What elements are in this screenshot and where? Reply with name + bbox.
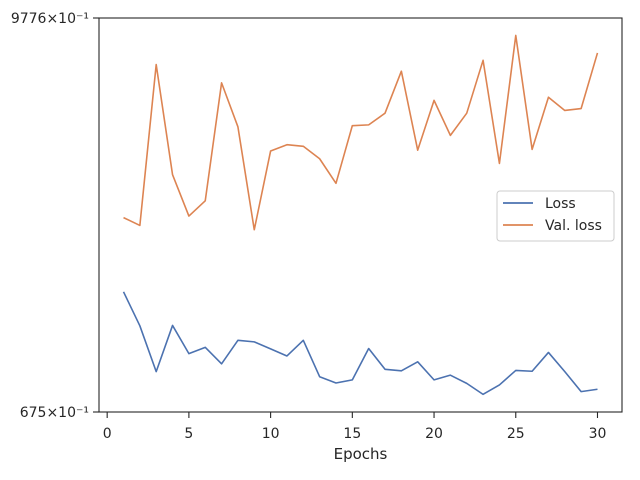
data-point-val-loss — [417, 149, 419, 151]
data-point-loss — [580, 390, 582, 392]
data-point-loss — [237, 339, 239, 341]
series-line-loss — [122, 291, 598, 396]
data-point-val-loss — [139, 224, 141, 226]
data-point-loss — [367, 347, 369, 349]
data-point-val-loss — [466, 112, 468, 114]
data-point-val-loss — [449, 134, 451, 136]
series-line-val-loss — [123, 34, 599, 231]
data-point-loss — [547, 351, 549, 353]
x-tick-label: 20 — [425, 426, 443, 442]
data-point-val-loss — [531, 148, 533, 150]
data-point-loss — [400, 370, 402, 372]
data-point-val-loss — [155, 63, 157, 65]
data-point-val-loss — [171, 174, 173, 176]
data-point-loss — [515, 369, 517, 371]
legend-label-val-loss: Val. loss — [545, 218, 602, 234]
data-point-val-loss — [367, 124, 369, 126]
data-point-val-loss — [400, 70, 402, 72]
data-point-loss — [564, 370, 566, 372]
data-point-loss — [204, 346, 206, 348]
x-tick-label: 5 — [184, 426, 193, 442]
data-point-val-loss — [269, 150, 271, 152]
data-point-loss — [351, 379, 353, 381]
data-point-loss — [269, 348, 271, 350]
data-point-val-loss — [302, 145, 304, 147]
data-point-loss — [302, 339, 304, 341]
y-tick-label: 9776×10⁻¹ — [11, 11, 89, 27]
x-axis-ticks: 0 5 10 15 20 25 30 — [103, 412, 607, 442]
plot-area — [122, 34, 599, 396]
data-point-val-loss — [482, 59, 484, 61]
data-point-loss — [596, 388, 598, 390]
data-point-val-loss — [384, 112, 386, 114]
data-point-loss — [286, 355, 288, 357]
data-point-val-loss — [564, 109, 566, 111]
axes-frame — [98, 17, 623, 413]
data-point-val-loss — [596, 52, 598, 54]
data-point-loss — [531, 370, 533, 372]
legend: Loss Val. loss — [496, 190, 615, 242]
data-point-loss — [122, 291, 124, 293]
data-point-loss — [139, 325, 141, 327]
data-point-loss — [482, 393, 484, 395]
data-point-val-loss — [515, 34, 517, 36]
data-point-loss — [253, 341, 255, 343]
data-point-val-loss — [351, 124, 353, 126]
data-point-loss — [417, 361, 419, 363]
data-point-loss — [188, 352, 190, 354]
data-point-loss — [384, 368, 386, 370]
data-point-val-loss — [188, 215, 190, 217]
data-point-val-loss — [220, 82, 222, 84]
x-tick-label: 15 — [343, 426, 361, 442]
data-point-val-loss — [122, 216, 124, 218]
data-point-val-loss — [433, 99, 435, 101]
x-axis-title: Epochs — [334, 445, 388, 463]
data-point-val-loss — [498, 162, 500, 164]
x-tick-label: 25 — [507, 426, 525, 442]
data-point-val-loss — [318, 158, 320, 160]
y-axis-ticks: 9776×10⁻¹ 675×10⁻¹ — [11, 11, 99, 421]
data-point-loss — [466, 382, 468, 384]
data-point-val-loss — [547, 96, 549, 98]
data-point-loss — [171, 324, 173, 326]
data-point-loss — [220, 363, 222, 365]
data-point-loss — [335, 382, 337, 384]
data-point-loss — [449, 374, 451, 376]
data-point-loss — [318, 376, 320, 378]
x-tick-label: 30 — [589, 426, 607, 442]
x-tick-label: 0 — [103, 426, 112, 442]
data-point-val-loss — [237, 126, 239, 128]
x-tick-label: 10 — [262, 426, 280, 442]
data-point-loss — [155, 370, 157, 372]
data-point-val-loss — [335, 182, 337, 184]
data-point-val-loss — [580, 107, 582, 109]
data-point-val-loss — [253, 229, 255, 231]
data-point-loss — [498, 384, 500, 386]
data-point-val-loss — [204, 200, 206, 202]
data-point-loss — [433, 379, 435, 381]
y-tick-label: 675×10⁻¹ — [20, 405, 89, 421]
data-point-val-loss — [286, 144, 288, 146]
legend-label-loss: Loss — [545, 196, 576, 212]
